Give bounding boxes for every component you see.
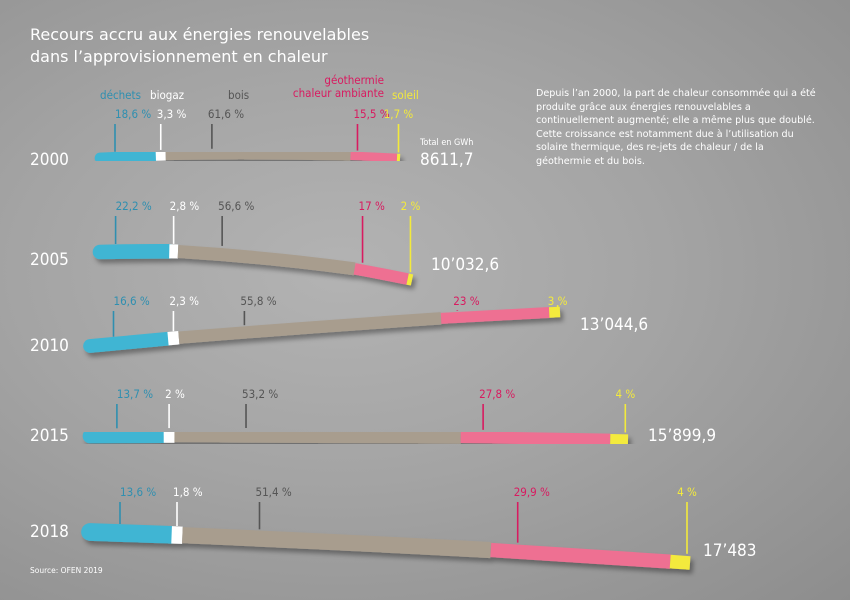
total-label-2010: 13’044,6 [580,315,648,335]
bar-2010-bois [178,312,442,344]
value-label-2015-biogaz: 2 % [165,387,185,401]
value-label-2000-biogaz: 3,3 % [157,107,187,121]
value-label-2010-bois: 55,8 % [240,294,276,308]
value-label-2005-soleil: 2 % [401,199,421,213]
total-label-2018: 17’483 [703,541,757,561]
legend-soleil: soleil [392,88,419,102]
chart-title-line-2: dans l’approvisionnement en chaleur [30,47,328,66]
bar-2000-geothermie [350,151,398,163]
bar-2000-dechets [94,150,162,164]
value-label-2010-biogaz: 2,3 % [169,294,199,308]
legend-dechets: déchets [100,88,141,102]
chart-title: Recours accru aux énergies renouvelables… [30,24,369,68]
value-label-2015-bois: 53,2 % [242,387,278,401]
bar-2018-soleil [669,554,691,570]
bar-2015-bois [174,428,461,444]
value-label-2005-geothermie: 17 % [359,199,385,213]
value-label-2010-geothermie: 23 % [453,294,479,308]
year-label-2000: 2000 [30,150,69,170]
total-label-2015: 15’899,9 [648,426,716,446]
bar-2015-geothermie [460,431,611,446]
legend-bois: bois [228,88,249,102]
bar-2005-geothermie [353,263,409,285]
value-label-2018-soleil: 4 % [677,485,697,499]
bar-2000-bois [165,149,351,161]
value-label-2000-soleil: 1,7 % [384,107,414,121]
year-label-2018: 2018 [30,522,69,542]
bar-2010-geothermie [440,307,550,324]
value-label-2005-biogaz: 2,8 % [170,199,200,213]
legend-geothermie-line-1: géothermie [324,73,384,87]
bar-2018-bois [182,527,492,559]
bar-2005-dechets [92,243,177,260]
bar-2010-dechets [83,331,175,353]
value-label-2018-biogaz: 1,8 % [173,485,203,499]
value-label-2018-bois: 51,4 % [256,485,292,499]
value-label-2015-dechets: 13,7 % [117,387,153,401]
bar-2005-bois [177,245,356,276]
bar-2018-dechets [81,523,181,544]
total-label-2005: 10’032,6 [431,255,499,275]
value-label-2015-geothermie: 27,8 % [479,387,515,401]
legend-biogaz: biogaz [150,88,184,102]
value-label-2018-geothermie: 29,9 % [514,485,550,499]
value-label-2005-bois: 56,6 % [218,199,254,213]
stick-2018 [81,523,691,570]
value-label-2010-soleil: 3 % [548,294,568,308]
value-label-2000-geothermie: 15,5 % [353,107,389,121]
bar-2018-geothermie [490,542,671,569]
year-label-2005: 2005 [30,250,69,270]
stick-2000 [94,149,401,164]
bar-2010-biogaz [167,331,180,346]
year-label-2010: 2010 [30,336,69,356]
value-label-2010-dechets: 16,6 % [114,294,150,308]
total-header: Total en GWh [419,138,473,148]
year-label-2015: 2015 [30,426,69,446]
chart-description: Depuis l’an 2000, la part de chaleur con… [536,88,816,167]
chart-title-line-1: Recours accru aux énergies renouvelables [30,25,370,44]
value-label-2005-dechets: 22,2 % [116,199,152,213]
value-label-2018-dechets: 13,6 % [120,485,156,499]
value-label-2000-bois: 61,6 % [208,107,244,121]
stick-2005 [92,243,414,286]
total-label-2000: 8611,7 [420,150,474,170]
bar-2010-soleil [548,306,561,318]
legend-geothermie-line-2: chaleur ambiante [293,86,384,100]
source-note: Source: OFEN 2019 [30,566,103,575]
bar-2005-soleil [406,273,414,286]
stick-2010 [83,306,561,353]
value-label-2015-soleil: 4 % [615,387,635,401]
stick-2015 [82,428,629,446]
value-label-2000-dechets: 18,6 % [115,107,151,121]
